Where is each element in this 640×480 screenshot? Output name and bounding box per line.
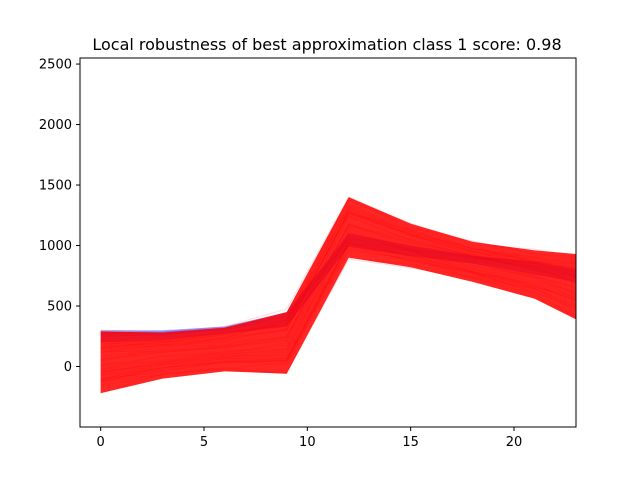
axes-frame xyxy=(79,57,577,428)
series-line xyxy=(100,210,576,346)
series-line xyxy=(100,203,576,346)
series-line xyxy=(100,242,576,380)
series-line xyxy=(100,196,576,333)
series-line xyxy=(100,208,576,349)
series-line xyxy=(100,198,576,335)
series-line xyxy=(100,250,576,382)
y-tick-label: 500 xyxy=(47,300,72,315)
series-line xyxy=(100,216,576,353)
series-line xyxy=(100,212,576,350)
series-band-1 xyxy=(100,197,576,394)
series-line xyxy=(100,258,576,394)
series-line xyxy=(100,233,576,371)
series-line xyxy=(100,212,576,349)
series-line xyxy=(100,243,576,381)
series-line xyxy=(100,224,576,360)
x-tick-label: 0 xyxy=(97,435,105,450)
y-tick-label: 1500 xyxy=(39,179,72,194)
y-tick-label: 2000 xyxy=(39,118,72,133)
series-line xyxy=(100,224,576,362)
series-line xyxy=(100,247,576,383)
series-line xyxy=(100,242,576,382)
series-line xyxy=(100,209,576,354)
y-tick-label: 1000 xyxy=(39,239,72,254)
series-line xyxy=(100,242,576,376)
series-line xyxy=(100,228,576,368)
y-tick-label: 2500 xyxy=(39,58,72,73)
x-tick-label: 10 xyxy=(299,435,316,450)
series-1 xyxy=(100,196,576,394)
series-line xyxy=(100,245,576,380)
series-line xyxy=(100,235,576,373)
y-axis: 0 500 1000 1500 2000 2500 xyxy=(39,58,80,375)
series-line xyxy=(100,225,576,371)
series-line xyxy=(100,233,576,366)
x-tick-label: 15 xyxy=(402,435,419,450)
series-line xyxy=(100,212,576,350)
series-line xyxy=(100,199,576,342)
series-line xyxy=(100,211,576,345)
y-tick-label: 0 xyxy=(64,360,72,375)
series-line xyxy=(100,198,576,338)
series-line xyxy=(100,241,576,376)
series-line xyxy=(100,223,576,360)
chart-title: Local robustness of best approximation c… xyxy=(92,35,561,54)
series-line xyxy=(100,214,576,353)
x-tick-label: 20 xyxy=(506,435,523,450)
series-line xyxy=(100,240,576,381)
x-axis: 0 5 10 15 20 xyxy=(97,427,523,450)
axes-border xyxy=(79,57,577,428)
series-line xyxy=(100,205,576,347)
x-tick-label: 5 xyxy=(200,435,208,450)
series-line xyxy=(100,257,576,387)
series-line xyxy=(100,212,576,343)
series-line xyxy=(100,206,576,347)
series-line xyxy=(100,231,576,374)
plot-area xyxy=(100,196,576,394)
series-line xyxy=(100,232,576,365)
series-line xyxy=(100,242,576,373)
series-line xyxy=(100,223,576,357)
